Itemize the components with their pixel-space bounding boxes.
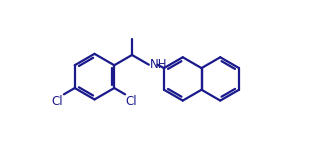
Text: NH: NH [150, 58, 167, 71]
Text: Cl: Cl [126, 95, 138, 108]
Text: Cl: Cl [52, 95, 63, 108]
